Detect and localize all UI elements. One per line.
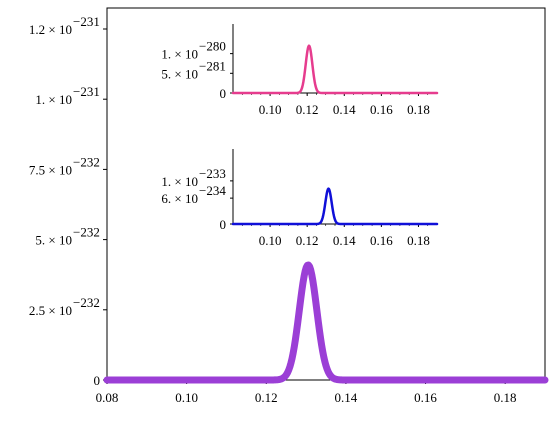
y-tick-label: 5. × 10	[161, 66, 198, 81]
y-tick-exponent: −231	[73, 14, 100, 29]
series-line-main	[103, 261, 549, 384]
y-tick-label: 0	[94, 373, 101, 388]
y-tick-label: 5. × 10	[35, 233, 72, 248]
x-tick-label: 0.14	[335, 390, 358, 405]
y-tick-label: 1. × 10	[161, 174, 198, 189]
x-tick-label: 0.12	[296, 102, 319, 117]
series-line-inset-bottom	[231, 187, 439, 226]
plot-frame	[106, 7, 546, 381]
y-tick-exponent: −281	[199, 58, 226, 73]
y-tick-label: 0	[220, 86, 227, 101]
y-tick-exponent: −231	[73, 84, 100, 99]
x-tick-label: 0.12	[255, 390, 278, 405]
x-tick-label: 0.14	[333, 233, 356, 248]
y-tick-label: 2.5 × 10	[29, 303, 72, 318]
x-tick-label: 0.18	[494, 390, 517, 405]
x-tick-label: 0.08	[96, 390, 119, 405]
series-line-inset-top	[231, 44, 439, 95]
x-tick-label: 0.18	[407, 102, 430, 117]
x-tick-label: 0.16	[370, 233, 393, 248]
y-tick-exponent: −232	[73, 225, 100, 240]
y-tick-exponent: −280	[199, 39, 226, 54]
y-tick-label: 6. × 10	[161, 191, 198, 206]
x-tick-label: 0.10	[259, 102, 282, 117]
y-tick-label: 1.2 × 10	[29, 22, 72, 37]
y-tick-label: 1. × 10	[35, 92, 72, 107]
x-tick-label: 0.16	[414, 390, 437, 405]
y-tick-exponent: −233	[199, 166, 226, 181]
x-tick-label: 0.18	[407, 233, 430, 248]
y-tick-exponent: −232	[73, 154, 100, 169]
x-tick-label: 0.10	[259, 233, 282, 248]
y-tick-label: 1. × 10	[161, 47, 198, 62]
x-tick-label: 0.10	[175, 390, 198, 405]
y-tick-label: 0	[220, 217, 227, 232]
x-tick-label: 0.12	[296, 233, 319, 248]
x-tick-label: 0.16	[370, 102, 393, 117]
y-tick-exponent: −234	[199, 183, 226, 198]
y-tick-exponent: −232	[73, 295, 100, 310]
x-tick-label: 0.14	[333, 102, 356, 117]
y-tick-label: 7.5 × 10	[29, 162, 72, 177]
